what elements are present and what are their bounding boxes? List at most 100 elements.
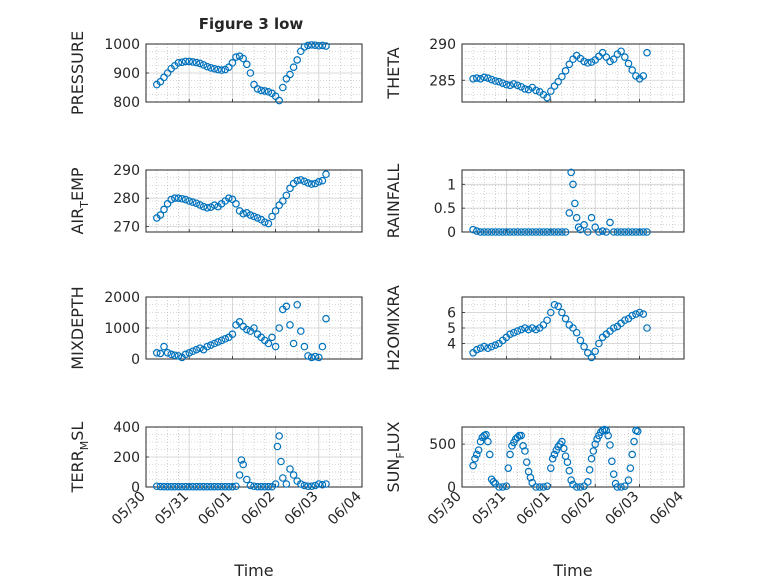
- data-point: [598, 227, 607, 235]
- data-point: [210, 201, 219, 210]
- data-point: [517, 82, 526, 91]
- data-point: [318, 176, 327, 185]
- data-point: [609, 228, 618, 236]
- data-point: [476, 75, 485, 83]
- data-point: [189, 482, 197, 491]
- data-point: [565, 466, 574, 475]
- data-point: [257, 482, 266, 491]
- data-point: [181, 482, 190, 491]
- data-point: [546, 308, 555, 317]
- data-point: [210, 64, 219, 73]
- data-point: [199, 202, 208, 211]
- data-point: [196, 59, 204, 68]
- data-point: [253, 85, 262, 93]
- data-point: [635, 228, 644, 236]
- data-point: [210, 339, 219, 348]
- data-point: [526, 473, 535, 482]
- data-point: [199, 482, 208, 491]
- data-point: [153, 348, 161, 357]
- data-point: [300, 177, 309, 186]
- data-point: [558, 437, 566, 446]
- data-point: [322, 314, 330, 323]
- data-point: [626, 464, 635, 472]
- data-point: [268, 333, 276, 342]
- data-point: [513, 81, 522, 90]
- data-point: [521, 228, 529, 236]
- data-point: [495, 228, 503, 236]
- y-tick-label: 290: [429, 37, 456, 53]
- data-point: [617, 47, 625, 56]
- data-point: [268, 212, 276, 221]
- y-tick-label: 2000: [104, 290, 140, 306]
- data-point: [237, 456, 246, 464]
- data-point: [620, 53, 629, 61]
- data-point: [210, 482, 219, 491]
- data-point: [502, 80, 511, 89]
- data-point: [495, 77, 503, 86]
- data-point: [225, 194, 233, 202]
- data-point: [480, 73, 489, 82]
- data-point: [282, 302, 291, 311]
- data-point: [196, 201, 204, 209]
- data-point: [260, 482, 269, 491]
- data-point: [608, 457, 616, 466]
- data-point: [633, 427, 642, 436]
- data-point: [609, 324, 618, 332]
- axes-box: [145, 296, 363, 360]
- data-point: [528, 478, 537, 487]
- data-point: [583, 478, 592, 486]
- x-axis-label: Time: [552, 561, 592, 580]
- data-point: [482, 430, 490, 439]
- data-point: [546, 87, 555, 95]
- y-axis-label: MIXDEPTH: [68, 286, 87, 369]
- data-point: [554, 228, 563, 236]
- data-point: [171, 194, 179, 202]
- data-point: [559, 444, 568, 453]
- y-tick-label: 1000: [104, 37, 140, 53]
- y-axis-label: TERRMSL: [68, 422, 91, 494]
- data-point: [565, 60, 574, 69]
- y-tick-label: 400: [113, 420, 140, 436]
- data-point: [196, 344, 204, 352]
- data-point: [203, 482, 212, 491]
- data-point: [253, 482, 262, 491]
- data-point: [572, 328, 581, 337]
- y-label-rest: LUX: [384, 421, 403, 452]
- data-point: [532, 325, 540, 334]
- data-point: [521, 447, 529, 455]
- y-axis-label: AIRTEMP: [68, 167, 91, 234]
- data-point: [543, 482, 551, 490]
- data-point: [314, 353, 323, 362]
- data-point: [569, 324, 577, 332]
- data-point: [228, 482, 237, 491]
- data-point: [491, 77, 500, 85]
- data-point: [543, 316, 551, 325]
- data-series: [153, 432, 330, 491]
- data-point: [203, 342, 212, 351]
- data-point: [163, 482, 172, 491]
- data-point: [489, 478, 498, 486]
- data-point: [232, 482, 240, 491]
- data-point: [246, 481, 255, 490]
- data-point: [471, 454, 479, 463]
- data-point: [207, 482, 215, 491]
- data-point: [300, 43, 309, 51]
- data-point: [583, 348, 592, 357]
- data-point: [498, 483, 507, 491]
- data-point: [595, 339, 603, 348]
- data-point: [221, 335, 230, 343]
- data-point: [286, 321, 294, 329]
- data-point: [572, 213, 581, 222]
- data-point: [567, 476, 575, 484]
- data-point: [521, 85, 529, 93]
- data-point: [469, 75, 477, 83]
- data-point: [643, 324, 651, 332]
- data-point: [257, 86, 266, 95]
- data-point: [491, 228, 500, 236]
- data-point: [620, 316, 629, 325]
- data-point: [264, 482, 273, 491]
- data-point: [561, 314, 570, 323]
- data-point: [580, 482, 588, 490]
- subplot-4: 0 0.5 1 RAINFALL: [384, 164, 685, 241]
- data-point: [156, 482, 165, 491]
